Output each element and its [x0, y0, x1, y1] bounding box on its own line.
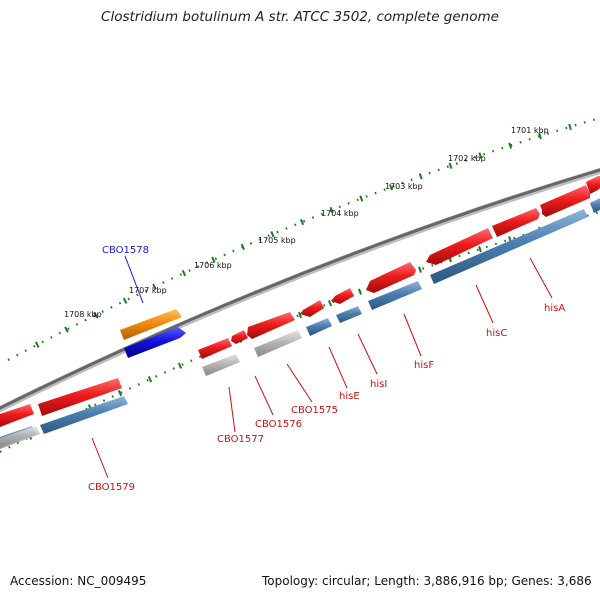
ruler-major-tick — [211, 256, 216, 263]
gene-CBO1577[interactable] — [198, 338, 232, 359]
cds-CBO1577[interactable] — [202, 354, 240, 376]
ruler-major-tick — [478, 152, 483, 159]
cds-CBO1578[interactable] — [124, 327, 186, 358]
gene-CBO1576[interactable] — [231, 330, 248, 344]
gene-left-edge[interactable] — [0, 404, 34, 427]
gene-block-hisA-right[interactable] — [586, 176, 600, 194]
gene-hisI-small[interactable] — [300, 300, 324, 317]
cds-hisI[interactable] — [336, 306, 362, 323]
gene-label-CBO1579[interactable]: CBO1579 — [88, 482, 135, 493]
gene-CBO1575[interactable] — [247, 312, 295, 339]
gene-hisF[interactable] — [426, 228, 493, 265]
ruler-major-tick — [147, 376, 153, 383]
ruler-major-tick — [568, 123, 572, 131]
page-title: Clostridium botulinum A str. ATCC 3502, … — [101, 9, 499, 25]
ruler-major-tick — [448, 162, 453, 169]
cds-left-gray[interactable] — [0, 426, 40, 449]
gene-hisI[interactable] — [366, 262, 416, 293]
gene-CBO1579[interactable] — [38, 378, 122, 416]
cds-hisE[interactable] — [306, 318, 332, 336]
ruler-major-tick — [299, 218, 305, 226]
cds-CBO1579[interactable] — [40, 396, 128, 434]
ruler-major-tick — [538, 132, 542, 140]
ruler-upper — [7, 116, 600, 361]
gene-hisE[interactable] — [331, 288, 354, 304]
gene-label-hisC[interactable]: hisC — [486, 328, 507, 339]
ruler-label-1703: 1703 kbp — [385, 182, 423, 191]
label-leader-CBO1578 — [124, 255, 144, 304]
genome-backbone-core — [0, 168, 600, 410]
gene-hisA[interactable] — [540, 185, 590, 217]
gene-label-CBO1578[interactable]: CBO1578 — [102, 245, 149, 256]
cds-hisA-right[interactable] — [590, 198, 600, 213]
cds-CBO1575[interactable] — [254, 330, 302, 357]
ruler-major-tick — [388, 184, 393, 191]
ruler-major-tick — [270, 231, 275, 238]
ruler-major-tick — [93, 311, 99, 319]
ruler-major-tick — [478, 245, 482, 253]
ruler-major-tick — [508, 142, 513, 149]
ruler-major-tick — [297, 311, 303, 319]
cds-hisF[interactable] — [368, 281, 422, 310]
ruler-major-tick — [418, 266, 422, 273]
ruler-major-tick — [181, 269, 187, 277]
ruler-label-1708: 1708 kbp — [64, 310, 102, 319]
ruler-label-1707: 1707 kbp — [129, 286, 167, 295]
ruler-major-tick — [359, 195, 364, 202]
gene-label-CBO1577[interactable]: CBO1577 — [217, 434, 264, 445]
label-leaders — [91, 257, 553, 479]
genome-backbone — [0, 167, 600, 413]
ruler-label-1704: 1704 kbp — [321, 209, 359, 218]
ruler-label-1702: 1702 kbp — [448, 154, 486, 163]
ruler-major-tick — [152, 283, 157, 290]
gene-label-CBO1575[interactable]: CBO1575 — [291, 405, 338, 416]
gene-label-hisI[interactable]: hisI — [370, 379, 387, 390]
ruler-major-tick — [34, 341, 40, 348]
ruler-major-tick — [240, 243, 245, 251]
cds-hisA[interactable] — [430, 209, 588, 284]
gene-label-hisF[interactable]: hisF — [414, 360, 434, 371]
gene-hisC[interactable] — [492, 208, 540, 237]
ruler-major-tick — [358, 288, 362, 295]
gene-CBO1578[interactable] — [120, 309, 182, 340]
ruler-major-tick — [177, 362, 183, 369]
genome-stats-text: Topology: circular; Length: 3,886,916 bp… — [262, 574, 592, 588]
ruler-major-tick — [64, 326, 69, 333]
gene-label-hisE[interactable]: hisE — [339, 391, 360, 402]
ruler-major-tick — [329, 206, 334, 214]
accession-text: Accession: NC_009495 — [10, 574, 147, 588]
ruler-major-tick — [418, 173, 423, 180]
gene-label-CBO1576[interactable]: CBO1576 — [255, 419, 302, 430]
gene-label-hisA[interactable]: hisA — [544, 303, 565, 314]
ruler-major-tick — [117, 389, 123, 397]
ruler-label-1705: 1705 kbp — [258, 236, 296, 245]
ruler-label-1701: 1701 kbp — [511, 126, 549, 135]
ruler-label-1706: 1706 kbp — [194, 261, 232, 270]
ruler-major-tick — [122, 297, 128, 304]
ruler-major-tick — [327, 300, 333, 307]
